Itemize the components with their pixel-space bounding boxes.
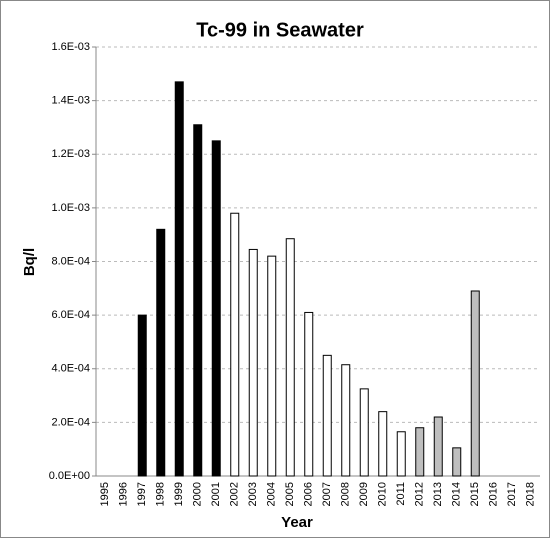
x-tick-label: 2005 bbox=[284, 482, 296, 506]
bar bbox=[211, 140, 221, 477]
bar bbox=[267, 255, 277, 477]
bar bbox=[230, 212, 240, 477]
x-tick-label: 2018 bbox=[525, 482, 537, 506]
bar bbox=[137, 314, 147, 477]
x-tick-label: 2007 bbox=[321, 482, 333, 506]
bar bbox=[341, 364, 351, 477]
x-tick-label: 2001 bbox=[210, 482, 222, 506]
bar bbox=[174, 81, 184, 477]
y-tick-label: 4.0E-04 bbox=[51, 363, 90, 375]
x-tick-label: 2012 bbox=[414, 482, 426, 506]
bar bbox=[396, 431, 406, 477]
bar bbox=[248, 248, 258, 477]
bar bbox=[470, 290, 480, 477]
bar bbox=[433, 416, 443, 477]
y-tick-label: 2.0E-04 bbox=[51, 416, 90, 428]
x-tick-label: 2009 bbox=[358, 482, 370, 506]
bar bbox=[156, 228, 166, 477]
x-tick-label: 2011 bbox=[395, 482, 407, 506]
chart-title: Tc-99 in Seawater bbox=[196, 19, 364, 41]
bar bbox=[359, 388, 369, 477]
bar bbox=[378, 411, 388, 477]
x-tick-label: 2013 bbox=[432, 482, 444, 506]
x-tick-label: 2002 bbox=[229, 482, 241, 506]
x-tick-label: 2015 bbox=[469, 482, 481, 506]
y-tick-label: 1.4E-03 bbox=[51, 95, 90, 107]
y-tick-label: 8.0E-04 bbox=[51, 255, 90, 267]
y-axis-label: Bq/l bbox=[21, 248, 38, 276]
x-tick-label: 2016 bbox=[488, 482, 500, 506]
bar bbox=[285, 238, 295, 477]
bar bbox=[304, 311, 314, 477]
y-tick-label: 0.0E+00 bbox=[49, 470, 90, 482]
y-tick-label: 6.0E-04 bbox=[51, 309, 90, 321]
bar bbox=[452, 447, 462, 477]
bar bbox=[322, 354, 332, 477]
x-tick-label: 2000 bbox=[192, 482, 204, 506]
x-tick-label: 2014 bbox=[451, 482, 463, 506]
bar bbox=[415, 427, 425, 477]
x-tick-label: 1996 bbox=[118, 482, 130, 506]
x-tick-label: 1999 bbox=[173, 482, 185, 506]
x-tick-label: 1995 bbox=[99, 482, 111, 506]
x-tick-label: 2017 bbox=[506, 482, 518, 506]
x-tick-label: 1998 bbox=[155, 482, 167, 506]
x-tick-label: 2003 bbox=[247, 482, 259, 506]
y-tick-label: 1.6E-03 bbox=[51, 41, 90, 53]
x-tick-label: 1997 bbox=[136, 482, 148, 506]
x-axis-label: Year bbox=[281, 514, 313, 531]
y-tick-label: 1.0E-03 bbox=[51, 202, 90, 214]
x-tick-label: 2008 bbox=[340, 482, 352, 506]
x-tick-label: 2006 bbox=[303, 482, 315, 506]
x-tick-label: 2010 bbox=[377, 482, 389, 506]
y-tick-label: 1.2E-03 bbox=[51, 148, 90, 160]
bar bbox=[193, 124, 203, 477]
x-tick-label: 2004 bbox=[266, 482, 278, 506]
